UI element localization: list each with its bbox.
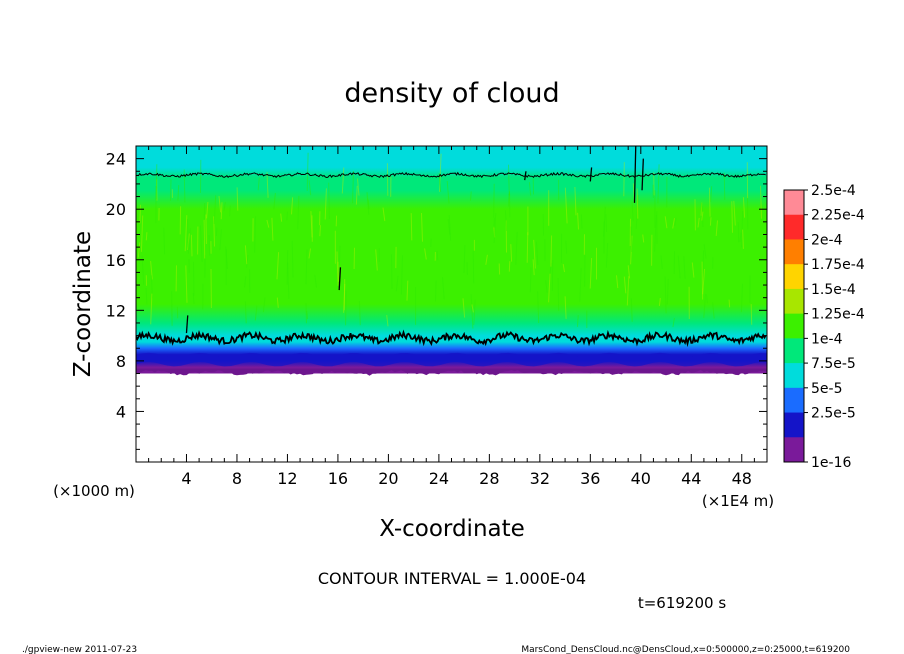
texture-streak (751, 304, 752, 325)
x-axis-label: X-coordinate (379, 516, 525, 542)
colorbar-swatch (784, 239, 804, 264)
x-tick-label: 20 (378, 469, 398, 488)
y-tick-label: 4 (116, 402, 126, 421)
texture-streak (558, 278, 559, 311)
colorbar-swatch (784, 388, 804, 413)
texture-streak (624, 162, 625, 196)
x-tick-label: 12 (277, 469, 297, 488)
plot-area (136, 146, 767, 462)
colorbar-label: 1.75e-4 (811, 257, 865, 273)
x-tick-label: 40 (631, 469, 651, 488)
texture-streak (710, 217, 711, 225)
chart-title: density of cloud (344, 78, 559, 109)
colorbar-label: 1.25e-4 (811, 307, 865, 323)
texture-streak (606, 214, 607, 232)
colorbar-swatch (784, 363, 804, 388)
x-tick-label: 16 (328, 469, 348, 488)
texture-streak (346, 291, 347, 325)
texture-streak (471, 191, 472, 200)
y-tick-label: 16 (106, 251, 126, 270)
colorbar-swatch (784, 413, 804, 438)
x-tick-label: 36 (580, 469, 600, 488)
x-tick-label: 4 (181, 469, 191, 488)
texture-streak (631, 227, 632, 253)
x-tick-label: 44 (681, 469, 701, 488)
texture-streak (204, 220, 205, 259)
texture-streak (237, 187, 238, 210)
colorbar-swatch (784, 437, 804, 462)
footer-right: MarsCond_DensCloud.nc@DensCloud,x=0:5000… (521, 645, 850, 654)
texture-streak (581, 215, 582, 229)
texture-streak (230, 206, 231, 217)
texture-streak (140, 205, 141, 224)
colorbar-label: 2.25e-4 (811, 208, 865, 224)
texture-streak (171, 179, 172, 201)
x-tick-label: 48 (732, 469, 752, 488)
x-tick-label: 24 (429, 469, 449, 488)
colorbar-swatch (784, 264, 804, 289)
texture-streak (392, 254, 393, 289)
y-tick-label: 12 (106, 301, 126, 320)
texture-streak (527, 232, 528, 263)
x-tick-label: 28 (479, 469, 499, 488)
texture-streak (551, 236, 552, 267)
y-tick-label: 8 (116, 352, 126, 371)
colorbar-swatch (784, 289, 804, 314)
texture-streak (637, 189, 638, 219)
texture-streak (146, 232, 147, 240)
y-tick-label: 20 (106, 200, 126, 219)
texture-streak (578, 315, 579, 327)
texture-streak (320, 225, 321, 236)
colorbar-label: 1.5e-4 (811, 282, 856, 298)
texture-streak (216, 228, 217, 236)
texture-streak (206, 215, 207, 245)
colorbar-swatch (784, 338, 804, 363)
y-axis-label: Z-coordinate (70, 231, 96, 377)
x-tick-label: 8 (232, 469, 242, 488)
texture-streak (436, 281, 437, 302)
texture-streak (329, 183, 330, 219)
colorbar-label: 1e-16 (811, 455, 851, 471)
time-label: t=619200 s (638, 594, 726, 612)
texture-streak (732, 201, 733, 232)
texture-streak (437, 251, 438, 261)
texture-streak (530, 267, 531, 292)
contour-interval: CONTOUR INTERVAL = 1.000E-04 (318, 569, 586, 588)
colorbar-label: 7.5e-5 (811, 356, 856, 372)
texture-streak (729, 300, 730, 308)
colorbar-label: 1e-4 (811, 331, 843, 347)
colorbar-swatch (784, 190, 804, 215)
colorbar-label: 2e-4 (811, 232, 843, 248)
texture-streak (209, 235, 210, 256)
texture-streak (473, 251, 474, 284)
texture-streak (191, 235, 192, 256)
low-density-wave (136, 357, 767, 362)
texture-streak (709, 188, 710, 217)
texture-streak (509, 261, 510, 272)
x-axis-unit: (×1E4 m) (702, 492, 774, 510)
texture-streak (340, 246, 341, 266)
texture-streak (494, 184, 495, 218)
colorbar-swatch (784, 314, 804, 339)
colorbar: 2.5e-4 2.25e-4 2e-4 1.75e-4 1.5e-4 1.25e-4 1e-… (784, 183, 865, 471)
texture-streak (494, 218, 495, 226)
colorbar-label: 5e-5 (811, 381, 842, 397)
colorbar-swatch (784, 215, 804, 240)
x-tick-label: 32 (530, 469, 550, 488)
y-axis-unit: (×1000 m) (53, 482, 135, 500)
texture-streak (338, 262, 339, 282)
footer-left: ./gpview-new 2011-07-23 (22, 645, 137, 654)
texture-streak (411, 213, 412, 240)
colorbar-label: 2.5e-5 (811, 406, 856, 422)
texture-streak (287, 212, 288, 221)
colorbar-label: 2.5e-4 (811, 183, 856, 199)
density-field (136, 146, 767, 462)
y-tick-label: 24 (106, 150, 126, 169)
